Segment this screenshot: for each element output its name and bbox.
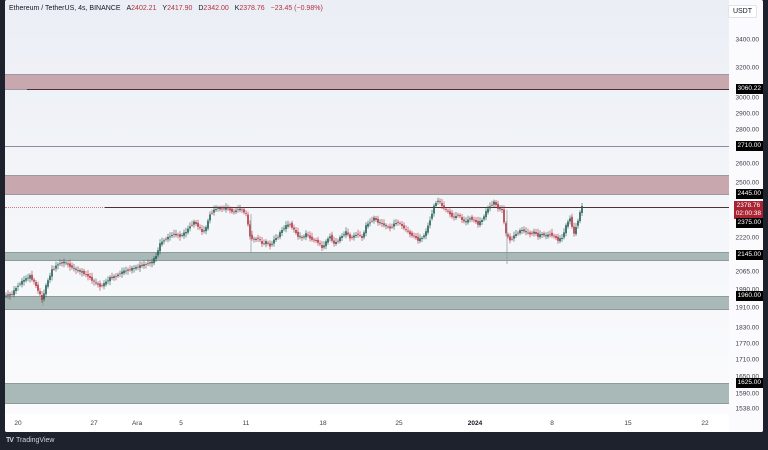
price-tag-2445: 2445.00 (735, 189, 763, 199)
price-scale[interactable]: USDT 3400.00 3200.00 3000.00 2900.00 280… (727, 0, 763, 432)
last-price-value: 2378.76 (736, 202, 761, 209)
price-tick: 2600.00 (735, 160, 760, 168)
ohlc-high-value: 2417.90 (167, 5, 193, 12)
price-tick: 3200.00 (735, 64, 760, 72)
demand-zone-1960[interactable] (5, 296, 729, 310)
time-label: 5 (179, 420, 183, 427)
symbol-title: Ethereum / TetherUS, 4s, BINANCE (9, 5, 121, 12)
supply-zone-2445-2500[interactable] (5, 175, 729, 195)
price-tick: 2800.00 (735, 126, 760, 134)
tradingview-branding[interactable]: TV TradingView (6, 437, 54, 444)
demand-zone-1625[interactable] (5, 383, 729, 404)
price-tick: 1650.00 (735, 373, 760, 381)
price-tick: 1590.00 (735, 390, 760, 398)
time-label: 25 (395, 420, 403, 427)
time-label: Ara (131, 420, 143, 427)
price-tag-1625: 1625.00 (735, 378, 763, 388)
price-tick: 1830.00 (735, 324, 760, 332)
price-tick: 3000.00 (735, 94, 760, 102)
price-tick: 3400.00 (735, 36, 760, 44)
ohlc-close-key: K (234, 5, 240, 12)
price-tick: 1910.00 (735, 304, 760, 312)
bar-countdown: 02:00:38 (735, 210, 761, 217)
ohlc-low-value: 2342.00 (203, 5, 229, 12)
price-tick: 2220.00 (735, 234, 760, 242)
line-2375[interactable] (105, 207, 729, 208)
time-label: 20 (14, 420, 22, 427)
currency-button[interactable]: USDT (727, 5, 757, 18)
line-2710[interactable] (5, 146, 729, 147)
price-tick: 2500.00 (735, 179, 760, 187)
demand-zone-2145[interactable] (5, 252, 729, 261)
price-tick: 2900.00 (735, 110, 760, 118)
time-label: 11 (242, 420, 250, 427)
symbol-legend[interactable]: Ethereum / TetherUS, 4s, BINANCE A2402.2… (9, 5, 323, 12)
tradingview-logo-icon: TV (6, 437, 14, 444)
price-tick: 2065.00 (735, 268, 760, 276)
price-tag-1960: 1960.00 (735, 291, 763, 301)
last-price-tag: 2378.76 02:00:38 (733, 201, 763, 219)
time-label: 8 (550, 420, 554, 427)
time-scale[interactable]: 20 27 Ara 5 11 18 25 2024 8 15 22 (5, 414, 729, 432)
time-label-year: 2024 (467, 420, 483, 427)
ohlc-low-key: D (198, 5, 204, 12)
chart-frame: Ethereum / TetherUS, 4s, BINANCE A2402.2… (5, 0, 763, 432)
chart-plot-area[interactable]: Ethereum / TetherUS, 4s, BINANCE A2402.2… (5, 0, 729, 414)
price-tag-2145: 2145.00 (735, 250, 763, 260)
time-label: 18 (319, 420, 327, 427)
candlestick-series (5, 197, 583, 306)
time-label: 15 (624, 420, 632, 427)
time-label: 27 (90, 420, 98, 427)
line-3060[interactable] (27, 89, 729, 90)
price-tick: 1538.00 (735, 405, 760, 413)
price-tick: 1990.00 (735, 286, 760, 294)
price-tag-2710: 2710.00 (735, 141, 763, 151)
price-change: −23.45 (−0.98%) (270, 5, 323, 12)
current-price-line-left (5, 207, 105, 208)
ohlc-open-value: 2402.21 (131, 5, 157, 12)
ohlc-close-value: 2378.76 (239, 5, 265, 12)
ohlc-high-key: Y (162, 5, 168, 12)
time-label: 22 (701, 420, 709, 427)
brand-name: TradingView (15, 437, 55, 444)
price-tick: 1710.00 (735, 356, 760, 364)
price-tick: 1770.00 (735, 340, 760, 348)
price-tag-3060: 3060.22 (735, 84, 763, 94)
ohlc-open-key: A (126, 5, 132, 12)
price-tag-2375: 2375.00 (735, 218, 763, 228)
